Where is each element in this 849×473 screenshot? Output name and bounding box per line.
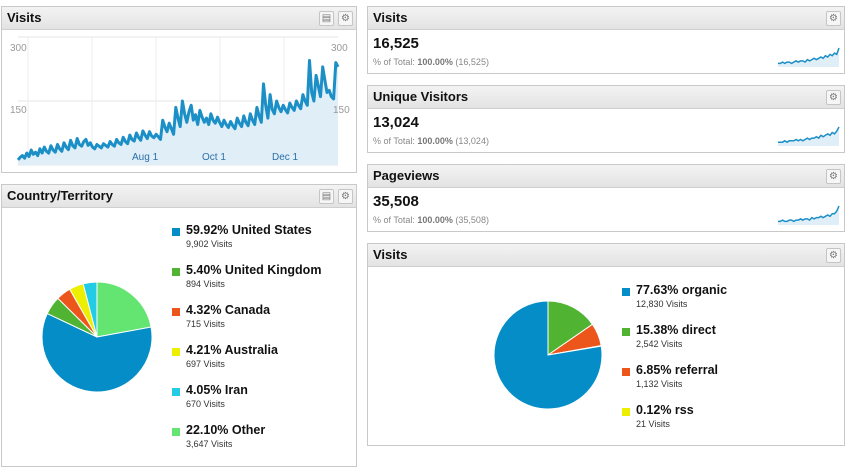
metric-share-percent: 100.00%: [417, 136, 453, 146]
legend-swatch: [172, 428, 180, 436]
legend-label: 4.32% Canada: [186, 303, 271, 317]
legend-visits: 3,647 Visits: [186, 439, 233, 449]
traffic-sources-header: Visits ⚙: [368, 244, 844, 267]
page-icon[interactable]: ▤: [319, 189, 334, 204]
pie-slice-1[interactable]: [41, 312, 153, 393]
metric-share-prefix: % of Total:: [373, 136, 415, 146]
x-axis-label-dec: Dec 1: [272, 152, 299, 163]
sparkline: [778, 126, 840, 146]
metric-share-percent: 100.00%: [417, 215, 453, 225]
legend-label: 77.63% organic: [636, 283, 728, 297]
visits-chart-title: Visits: [7, 10, 42, 25]
legend-visits: 1,132 Visits: [636, 379, 683, 389]
gear-icon[interactable]: ⚙: [338, 189, 353, 204]
x-axis-label-aug: Aug 1: [132, 152, 159, 163]
visits-line-chart: 300 150 300 150 Aug 1 Oct 1 Dec 1: [10, 36, 350, 166]
metric-share-percent: 100.00%: [417, 57, 453, 67]
metric-value: 16,525: [373, 35, 419, 52]
visits-area: [18, 60, 338, 165]
legend-swatch: [172, 268, 180, 276]
legend-label: 6.85% referral: [636, 363, 719, 377]
sparkline-line: [778, 205, 840, 223]
metric-panel-pageviews: Pageviews ⚙ 35,508 % of Total: 100.00% (…: [367, 164, 845, 232]
pie-slice-5[interactable]: [82, 281, 98, 338]
gear-icon[interactable]: ⚙: [826, 248, 841, 263]
legend-swatch: [172, 348, 180, 356]
metric-share: % of Total: 100.00% (16,525): [373, 57, 489, 67]
metric-panel-visits: Visits ⚙ 16,525 % of Total: 100.00% (16,…: [367, 6, 845, 74]
metric-header: Pageviews ⚙: [368, 165, 844, 188]
metric-share-prefix: % of Total:: [373, 215, 415, 225]
legend-swatch: [622, 368, 630, 376]
legend-visits: 670 Visits: [186, 399, 225, 409]
sparkline-area: [778, 48, 839, 67]
gear-icon[interactable]: ⚙: [826, 169, 841, 184]
visits-chart-panel: Visits ▤ ⚙ 300 150 300 150 Aug 1 Oct 1 D…: [1, 6, 357, 173]
gear-icon[interactable]: ⚙: [826, 11, 841, 26]
metric-share-prefix: % of Total:: [373, 57, 415, 67]
metric-header: Unique Visitors ⚙: [368, 86, 844, 109]
metric-share: % of Total: 100.00% (13,024): [373, 136, 489, 146]
page-icon[interactable]: ▤: [319, 11, 334, 26]
metric-share-total: (35,508): [455, 215, 489, 225]
sparkline: [778, 205, 840, 225]
metric-value: 13,024: [373, 114, 419, 131]
legend-swatch: [622, 328, 630, 336]
gear-icon[interactable]: ⚙: [826, 90, 841, 105]
y-axis-left-label-300: 300: [10, 43, 27, 54]
sparkline-line: [778, 47, 840, 65]
country-pie-chart: [41, 281, 153, 393]
legend-visits: 21 Visits: [636, 419, 670, 429]
pie-slice-3[interactable]: [493, 300, 603, 410]
metric-share: % of Total: 100.00% (35,508): [373, 215, 489, 225]
visits-line: [16, 59, 340, 161]
country-panel-title: Country/Territory: [7, 188, 113, 203]
traffic-sources-title: Visits: [373, 247, 408, 262]
legend-visits: 894 Visits: [186, 279, 225, 289]
y-axis-left-label-150: 150: [10, 105, 27, 116]
legend-swatch: [172, 388, 180, 396]
sparkline-line: [778, 126, 840, 144]
legend-label: 0.12% rss: [636, 403, 694, 417]
legend-label: 15.38% direct: [636, 323, 716, 337]
legend-swatch: [622, 408, 630, 416]
legend-visits: 9,902 Visits: [186, 239, 233, 249]
traffic-sources-pie-chart: [493, 300, 603, 410]
metric-header: Visits ⚙: [368, 7, 844, 30]
pie-slice-0[interactable]: [96, 281, 152, 338]
legend-label: 22.10% Other: [186, 423, 266, 437]
legend-label: 4.05% Iran: [186, 383, 248, 397]
legend-label: 59.92% United States: [186, 223, 312, 237]
pie-slice-0[interactable]: [547, 300, 594, 356]
legend-label: 5.40% United Kingdom: [186, 263, 322, 277]
metric-share-total: (16,525): [455, 57, 489, 67]
metric-title: Unique Visitors: [373, 89, 469, 104]
y-axis-right-label-300: 300: [331, 43, 348, 54]
legend-visits: 715 Visits: [186, 319, 225, 329]
metric-value: 35,508: [373, 193, 419, 210]
x-axis-label-oct: Oct 1: [202, 152, 226, 163]
country-panel: Country/Territory ▤ ⚙ 59.92% United Stat…: [1, 184, 357, 467]
metric-panel-unique-visitors: Unique Visitors ⚙ 13,024 % of Total: 100…: [367, 85, 845, 153]
metric-title: Pageviews: [373, 168, 440, 183]
legend-swatch: [622, 288, 630, 296]
country-panel-header: Country/Territory ▤ ⚙: [2, 185, 356, 208]
legend-swatch: [172, 308, 180, 316]
legend-visits: 697 Visits: [186, 359, 225, 369]
traffic-sources-panel: Visits ⚙ 77.63% organic 12,830 Visits 15…: [367, 243, 845, 446]
metric-title: Visits: [373, 10, 408, 25]
legend-swatch: [172, 228, 180, 236]
legend-label: 4.21% Australia: [186, 343, 278, 357]
sparkline: [778, 47, 840, 67]
sparkline-area: [778, 206, 839, 225]
y-axis-right-label-150: 150: [333, 105, 350, 116]
legend-visits: 12,830 Visits: [636, 299, 688, 309]
sparkline-area: [778, 127, 839, 146]
visits-chart-header: Visits ▤ ⚙: [2, 7, 356, 30]
metric-share-total: (13,024): [455, 136, 489, 146]
gear-icon[interactable]: ⚙: [338, 11, 353, 26]
legend-visits: 2,542 Visits: [636, 339, 683, 349]
